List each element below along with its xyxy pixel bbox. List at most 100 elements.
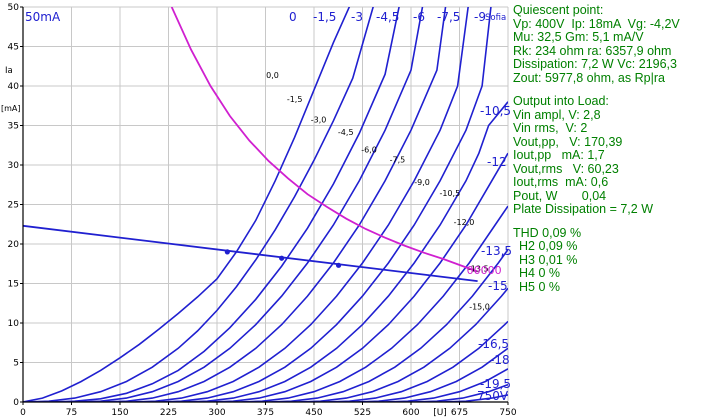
rk-line: Rk: 234 ohm ra: 6357,9 ohm — [513, 43, 672, 58]
load-line-point — [279, 255, 285, 261]
y-tick-label: 35 — [8, 122, 19, 132]
info-panel: Quiescent point: Vp: 400V Ip: 18mA Vg: -… — [513, 3, 721, 294]
curve-label: 0,0 — [266, 71, 279, 80]
plate-curve — [48, 7, 400, 402]
grid — [22, 6, 509, 403]
y-tick-label: 0 — [13, 398, 19, 408]
x-tick-label: 525 — [354, 408, 371, 418]
y-tick-label: 50 — [8, 3, 20, 13]
plate-dissipation: Plate Dissipation = 7,2 W — [513, 202, 653, 216]
top-grid-label: 0 — [289, 10, 297, 24]
vp-line: Vp: 400V Ip: 18mA Vg: -4,2V — [513, 16, 680, 31]
plate-curve — [23, 7, 351, 402]
vin-rms: Vin rms, V: 2 — [513, 121, 588, 135]
y-tick-label: 10 — [8, 319, 20, 329]
x-tick-label: 375 — [257, 408, 274, 418]
plate-curve — [294, 287, 508, 402]
load-line — [23, 224, 478, 283]
top-grid-label: -9 — [474, 10, 486, 24]
y-tick-label: 15 — [8, 280, 19, 290]
thd: THD 0,09 % — [513, 225, 582, 240]
x-tick-label: 225 — [160, 408, 177, 418]
iout-rms: Iout,rms mA: 0,6 — [513, 175, 609, 189]
curve-label: -7,5 — [390, 156, 406, 165]
bottom-right-label: 750V — [477, 389, 509, 403]
right-grid-label: -10,5 — [480, 104, 511, 118]
curve-label: -15,0 — [469, 303, 490, 312]
x-tick-label: 75 — [66, 408, 77, 418]
plate-curve — [207, 152, 508, 402]
plate-curve — [265, 249, 508, 402]
curve-label: -6,0 — [361, 145, 377, 154]
x-tick-label: 0 — [20, 408, 26, 418]
plate-curve — [155, 7, 492, 402]
top-left-label: 50mA — [25, 10, 61, 24]
h4: H4 0 % — [519, 266, 560, 280]
y-tick-label: 40 — [8, 82, 20, 92]
chart-labels: 0,0 -1,5 -3,0 -4,5 -6,0 -7,5 -9,0 -10,5 -12,0 -13… — [25, 10, 512, 403]
load-line-point — [335, 262, 342, 268]
plate-curve — [181, 101, 508, 402]
y-tick-label: 5 — [13, 359, 19, 369]
right-grid-label: -18 — [490, 353, 510, 367]
plate-curve — [74, 7, 424, 402]
curve-label: -9,0 — [414, 178, 430, 187]
dissipation-line: Dissipation: 7,2 W Vc: 2196,3 — [513, 57, 677, 71]
right-grid-label: -19,5 — [480, 377, 511, 391]
x-tick-label: 675 — [451, 408, 468, 418]
mu-line: Mu: 32,5 Gm: 5,1 mA/V — [513, 30, 644, 44]
plate-curves — [23, 7, 508, 402]
y-tick-label: 30 — [8, 161, 20, 171]
plate-curve — [23, 7, 374, 402]
curve-label: -4,5 — [338, 128, 354, 137]
plate-curve — [236, 205, 508, 402]
curve-label: -13,5 — [468, 265, 489, 274]
h5: H5 0 % — [519, 279, 560, 294]
load-line-point — [224, 249, 230, 255]
dissipation-curve — [170, 7, 478, 273]
h2: H2 0,09 % — [519, 239, 578, 253]
top-grid-label: -4,5 — [376, 10, 399, 24]
operating-point-label: 00000 — [467, 264, 502, 277]
y-tick-label: 20 — [8, 240, 20, 250]
vout-rms: Vout,rms V: 60,23 — [513, 161, 619, 176]
top-grid-label: -6 — [413, 10, 425, 24]
plate-curve — [100, 7, 447, 402]
plate-curve — [381, 368, 508, 402]
right-grid-label: -12 — [487, 155, 507, 169]
plate-curve — [129, 7, 469, 402]
x-tick-label: 600 — [402, 408, 419, 418]
y-axis-label-1: Ia — [5, 66, 13, 76]
output-title: Output into Load: — [513, 94, 609, 108]
curve-label: -3,0 — [311, 115, 327, 124]
quiescent-title: Quiescent point: — [513, 3, 604, 17]
plate-curve — [352, 347, 508, 402]
x-tick-label: 450 — [305, 408, 322, 418]
x-tick-label: 750 — [499, 408, 516, 418]
y-tick-label: 45 — [8, 43, 19, 53]
load-and-dissipation — [23, 7, 478, 283]
curve-label: -10,5 — [439, 189, 460, 198]
vin-ampl: Vin ampl, V: 2,8 — [513, 107, 601, 122]
zout-line: Zout: 5977,8 ohm, as Rp|ra — [513, 70, 665, 85]
axes: 0 5 10 15 20 25 30 35 40 45 50 0 75 150 225 300 375 450 52… — [1, 3, 517, 418]
y-tick-label: 25 — [8, 201, 19, 211]
top-grid-label: -7,5 — [437, 10, 460, 24]
top-right-label: Sofia — [485, 13, 506, 23]
vout-pp: Vout,pp, V: 170,39 — [513, 134, 623, 149]
curve-label: -12,0 — [454, 218, 475, 227]
x-tick-label: 300 — [208, 408, 225, 418]
top-grid-label: -1,5 — [313, 10, 336, 24]
plate-curve — [323, 320, 508, 402]
y-axis-label-2: [mA] — [1, 104, 21, 113]
pout: Pout, W 0,04 — [513, 188, 607, 203]
h3: H3 0,01 % — [519, 252, 578, 267]
top-grid-label: -3 — [351, 10, 363, 24]
curve-label: -1,5 — [287, 95, 303, 104]
right-grid-label: -16,5 — [478, 337, 509, 351]
iout-pp: Iout,pp mA: 1,7 — [513, 148, 605, 162]
right-grid-label: -13,5 — [481, 244, 512, 258]
x-axis-label: [U] — [433, 408, 447, 418]
right-grid-label: -15 — [488, 279, 508, 293]
